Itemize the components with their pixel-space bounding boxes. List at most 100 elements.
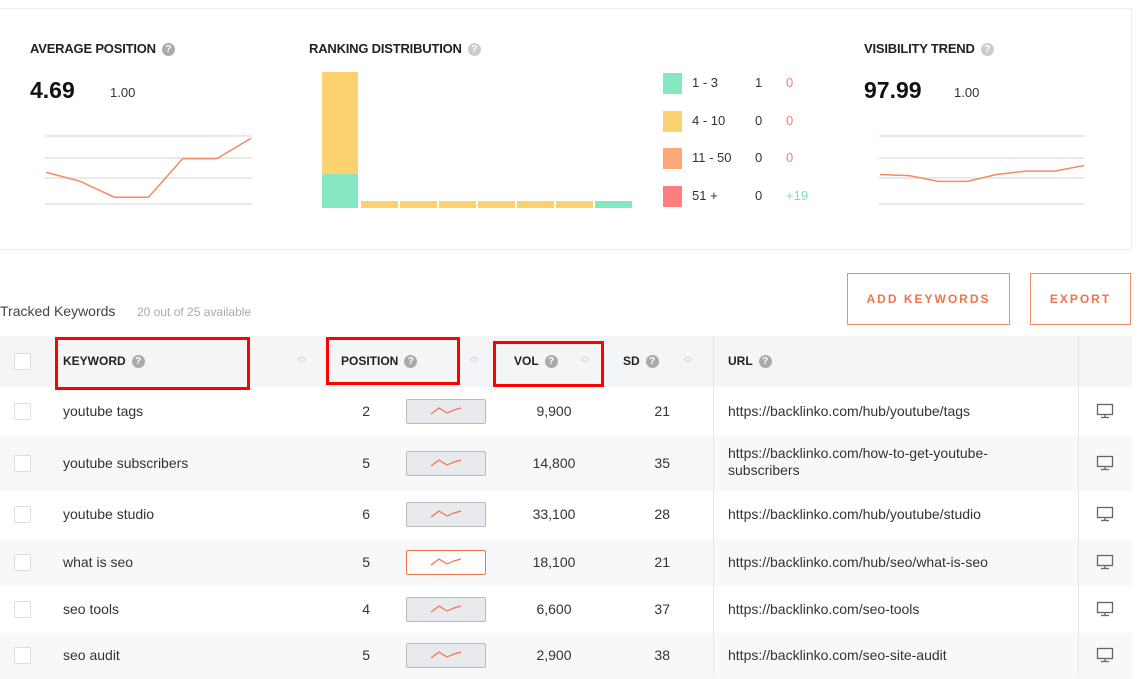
vol-cell: 33,100: [532, 506, 576, 522]
sd-cell: 38: [654, 647, 670, 663]
url-cell[interactable]: https://backlinko.com/seo-tools: [728, 601, 919, 618]
average-position-change: 1.00: [110, 85, 136, 100]
url-cell[interactable]: https://backlinko.com/hub/youtube/tags: [728, 403, 970, 420]
header-position[interactable]: POSITION?: [341, 354, 418, 368]
header-sd[interactable]: SD?: [623, 354, 659, 368]
distribution-bar: [478, 201, 515, 208]
visibility-trend-change: 1.00: [954, 85, 980, 100]
distribution-bar: [439, 201, 476, 208]
keyword-cell: what is seo: [63, 553, 134, 570]
sd-cell: 37: [654, 600, 670, 617]
url-link[interactable]: https://backlinko.com/hub/seo/what-is-se…: [728, 553, 988, 570]
url-link[interactable]: https://backlinko.com/hub/youtube/tags: [728, 403, 971, 419]
legend-label: 1 - 3: [692, 75, 719, 90]
vol-cell: 6,600: [536, 600, 572, 617]
desktop-icon[interactable]: [1096, 601, 1114, 617]
sd-cell: 21: [654, 403, 670, 419]
url-link[interactable]: https://backlinko.com/seo-site-audit: [728, 647, 947, 663]
position-history-button[interactable]: [406, 450, 486, 476]
url-cell[interactable]: https://backlinko.com/hub/youtube/studio: [728, 506, 981, 523]
position-history-button[interactable]: [406, 643, 486, 668]
help-icon[interactable]: ?: [467, 43, 481, 56]
url-cell[interactable]: https://backlinko.com/how-to-get-youtube…: [728, 445, 988, 479]
url-link[interactable]: https://backlinko.com/hub/youtube/studio: [728, 506, 981, 522]
desktop-icon[interactable]: [1096, 506, 1114, 522]
table-row: [0, 586, 1132, 633]
keyword-cell: youtube tags: [63, 403, 144, 419]
legend-swatch: [663, 110, 682, 132]
table-header: [0, 336, 1132, 387]
column-divider: [1078, 336, 1079, 678]
position-history-button[interactable]: [406, 502, 486, 527]
help-icon[interactable]: ?: [161, 43, 175, 56]
highlight-position: [326, 337, 460, 385]
select-all-checkbox[interactable]: [14, 353, 31, 370]
url-cell[interactable]: https://backlinko.com/seo-site-audit: [728, 647, 947, 664]
row-checkbox[interactable]: [14, 506, 31, 523]
table-row: [0, 633, 1132, 679]
legend-change: 0: [786, 112, 794, 128]
table-row: [0, 539, 1132, 586]
position-history-button[interactable]: [406, 549, 486, 575]
desktop-icon[interactable]: [1096, 647, 1114, 663]
table-row: [0, 436, 1132, 491]
distribution-bar: [517, 201, 554, 208]
help-icon[interactable]: ?: [544, 355, 558, 368]
legend-count: 1: [755, 75, 763, 90]
position-history-button[interactable]: [406, 596, 486, 622]
header-url[interactable]: URL?: [728, 354, 772, 368]
vol-cell: 9,900: [536, 403, 572, 419]
help-icon[interactable]: ?: [404, 355, 418, 368]
row-checkbox[interactable]: [14, 647, 31, 664]
sort-sd-icon[interactable]: ︿ ﹀: [683, 351, 693, 369]
url-cell[interactable]: https://backlinko.com/hub/seo/what-is-se…: [728, 554, 988, 571]
trend-icon: [430, 458, 462, 466]
help-icon[interactable]: ?: [980, 43, 994, 56]
add-keywords-button[interactable]: ADD KEYWORDS: [847, 273, 1010, 325]
average-position-value: 4.69: [30, 77, 75, 103]
header-keyword[interactable]: KEYWORD?: [63, 354, 145, 368]
trend-line: [879, 164, 1085, 183]
url-link-cont[interactable]: subscribers: [728, 461, 800, 478]
help-icon[interactable]: ?: [645, 355, 659, 368]
position-history-button[interactable]: [406, 399, 486, 424]
sort-vol-icon[interactable]: ︿ ﹀: [580, 351, 590, 369]
ranking-distribution-title: RANKING DISTRIBUTION?: [309, 41, 481, 56]
header-vol[interactable]: VOL?: [514, 354, 558, 368]
distribution-bar-1-3: [322, 174, 358, 208]
row-checkbox[interactable]: [14, 454, 31, 472]
highlight-keyword: [55, 337, 250, 390]
row-checkbox[interactable]: [14, 403, 31, 420]
trend-icon: [430, 510, 462, 518]
url-link[interactable]: https://backlinko.com/seo-tools: [728, 600, 920, 617]
sd-cell: 28: [654, 506, 670, 522]
distribution-bar: [361, 201, 398, 208]
vol-cell: 18,100: [532, 553, 576, 570]
sort-position-icon[interactable]: ︿ ﹀: [469, 351, 479, 369]
help-icon[interactable]: ?: [758, 355, 772, 368]
table-row: [0, 388, 1132, 436]
desktop-icon[interactable]: [1096, 403, 1114, 419]
distribution-bar: [400, 201, 437, 208]
keyword-cell: seo tools: [63, 600, 120, 617]
row-checkbox[interactable]: [14, 600, 31, 618]
legend-count: 0: [755, 187, 763, 203]
help-icon[interactable]: ?: [131, 355, 145, 368]
url-link[interactable]: https://backlinko.com/how-to-get-youtube…: [728, 444, 988, 461]
trend-icon: [430, 407, 462, 415]
position-cell: 5: [362, 454, 370, 471]
trend-icon: [430, 557, 462, 565]
legend-swatch: [663, 148, 682, 169]
desktop-icon[interactable]: [1096, 455, 1114, 471]
vol-cell: 14,800: [532, 454, 576, 471]
row-checkbox[interactable]: [14, 553, 31, 571]
legend-change: +19: [786, 187, 809, 203]
desktop-icon[interactable]: [1096, 554, 1114, 570]
sort-keyword-icon[interactable]: ︿ ﹀: [297, 351, 307, 369]
position-cell: 6: [362, 506, 370, 522]
position-cell: 5: [362, 647, 370, 663]
legend-count: 0: [755, 112, 763, 128]
sd-cell: 21: [654, 553, 670, 570]
export-button[interactable]: EXPORT: [1030, 273, 1131, 325]
legend-swatch: [663, 73, 682, 94]
